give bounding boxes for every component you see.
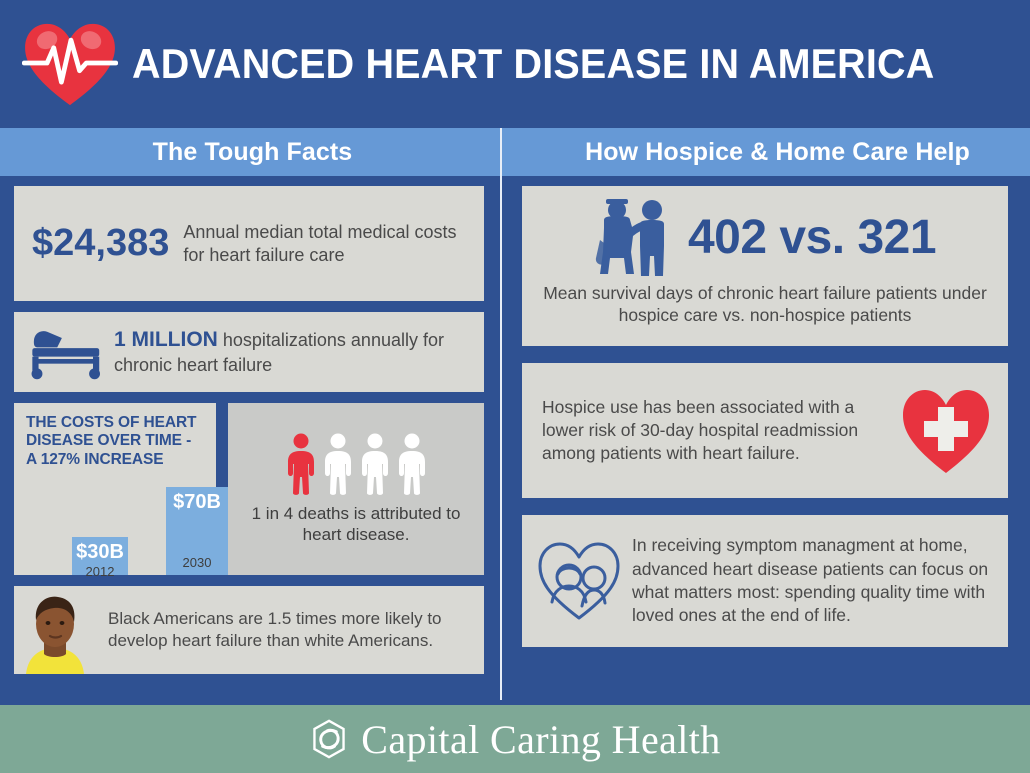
hexagon-swirl-logo-icon <box>313 719 346 759</box>
cost-figure: $24,383 <box>32 222 170 264</box>
left-column: $24,383 Annual median total medical cost… <box>0 176 500 700</box>
footer: Capital Caring Health <box>0 705 1030 773</box>
readmission-text: Hospice use has been associated with a l… <box>542 396 859 464</box>
survival-figure: 402 vs. 321 <box>687 210 937 264</box>
brand-name: Capital Caring Health <box>361 716 721 762</box>
bar-category-label: 2012 <box>85 564 115 580</box>
heart-ekg-icon <box>22 23 118 106</box>
bar-category-label: 2030 <box>182 555 212 570</box>
chart-bar: $30B 2012 <box>72 537 128 579</box>
header: ADVANCED HEART DISEASE IN AMERICA <box>0 0 1030 128</box>
deaths-ratio-caption: 1 in 4 deaths is attributed to heart dis… <box>251 504 461 544</box>
heart-with-cross-icon <box>903 389 989 473</box>
heart-with-family-icon <box>538 542 620 620</box>
bar-value-label: $30B <box>76 541 124 564</box>
right-column: 402 vs. 321 Mean survival days of chroni… <box>502 176 1030 700</box>
race-disparity-text: Black Americans are 1.5 times more likel… <box>108 608 442 650</box>
section-band: The Tough Facts How Hospice & Home Care … <box>0 128 1030 176</box>
hospitalization-rest: hospitalizations annually for chronic he… <box>114 330 444 375</box>
person-icon <box>398 433 425 495</box>
chart-bar: $70B 2030 <box>166 487 228 575</box>
page-title: ADVANCED HEART DISEASE IN AMERICA <box>132 40 935 87</box>
nurse-and-patient-icon <box>595 199 664 276</box>
hospitalization-card: 1 MILLION hospitalizations annually for … <box>14 312 484 392</box>
column-divider <box>500 128 502 700</box>
person-icon <box>287 433 314 495</box>
survival-caption: Mean survival days of chronic heart fail… <box>543 283 987 326</box>
middle-row: THE COSTS OF HEART DISEASE OVER TIME - A… <box>14 403 484 579</box>
hospitalization-text: 1 MILLION hospitalizations annually for … <box>114 327 472 376</box>
chart-title: THE COSTS OF HEART DISEASE OVER TIME - A… <box>26 414 197 468</box>
person-icon <box>361 433 388 495</box>
survival-days-card: 402 vs. 321 Mean survival days of chroni… <box>522 186 1008 346</box>
hospitalization-highlight: 1 MILLION <box>114 328 218 352</box>
bar-value-label: $70B <box>173 491 221 514</box>
section-title-tough-facts: The Tough Facts <box>152 137 353 166</box>
section-title-hospice-help: How Hospice & Home Care Help <box>585 137 970 166</box>
person-icon-row <box>286 433 427 495</box>
chart-plot: $30B 2012 $70B 2030 <box>26 475 228 579</box>
symptom-management-text: In receiving symptom managment at home, … <box>632 535 989 626</box>
deaths-ratio-card: 1 in 4 deaths is attributed to heart dis… <box>228 403 484 575</box>
symptom-management-card: In receiving symptom managment at home, … <box>522 515 1008 647</box>
cost-description: Annual median total medical costs for he… <box>183 222 457 265</box>
readmission-card: Hospice use has been associated with a l… <box>522 363 1008 498</box>
portrait-icon <box>14 586 96 674</box>
survival-top-row: 402 vs. 321 <box>536 194 994 280</box>
cost-over-time-chart-card: THE COSTS OF HEART DISEASE OVER TIME - A… <box>14 403 228 579</box>
hospital-bed-icon <box>31 331 100 380</box>
cost-card: $24,383 Annual median total medical cost… <box>14 186 484 301</box>
person-icon <box>324 433 351 495</box>
race-disparity-card: Black Americans are 1.5 times more likel… <box>14 586 484 674</box>
